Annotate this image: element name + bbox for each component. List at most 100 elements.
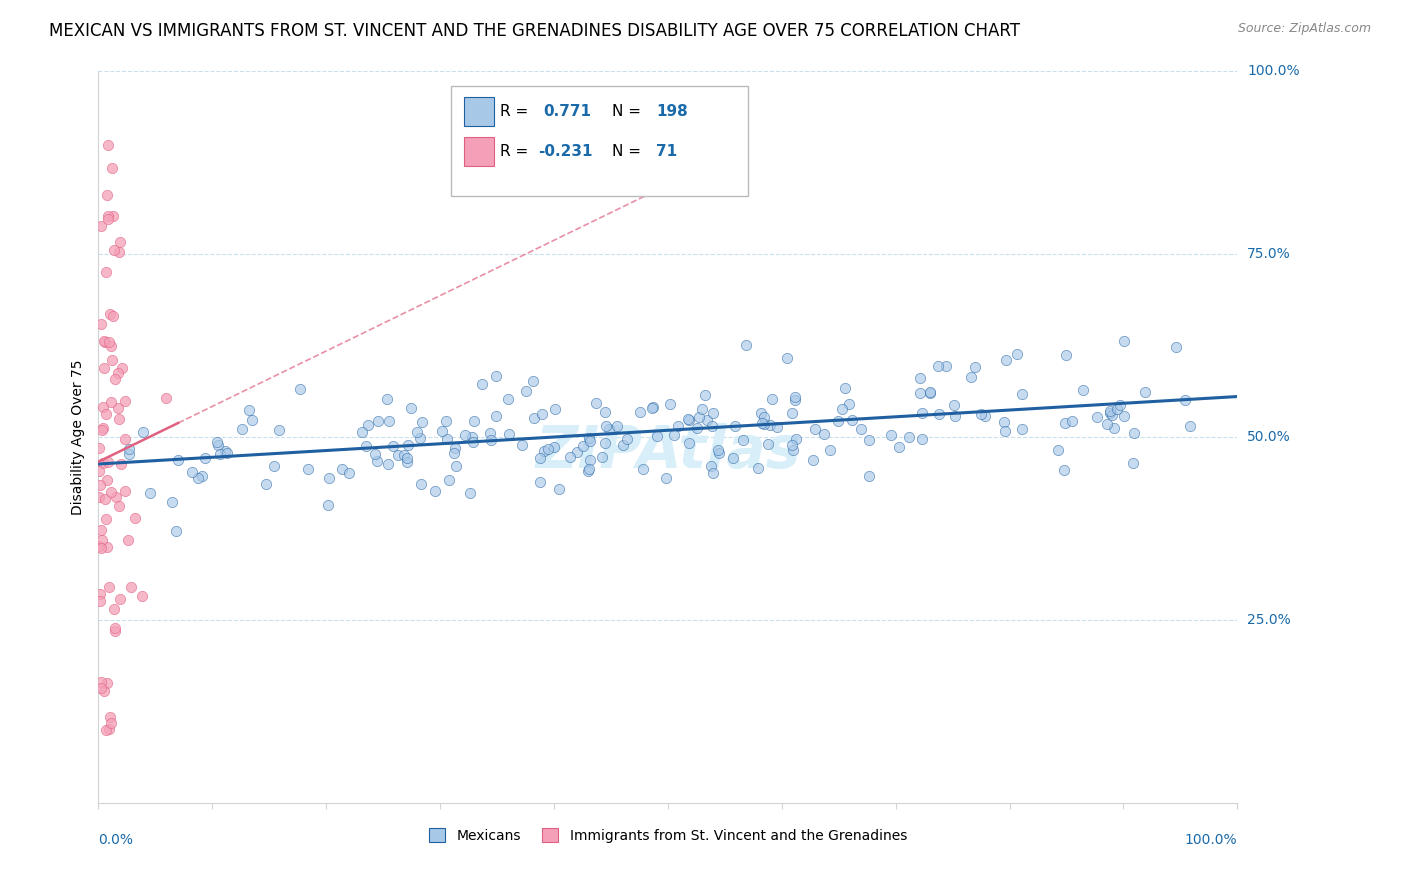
Point	[935, 359, 957, 374]
Point	[90, 675, 112, 690]
Point	[90, 681, 112, 696]
Point	[572, 439, 595, 453]
Point	[578, 431, 600, 445]
Point	[409, 432, 432, 446]
Point	[678, 435, 700, 450]
Point	[97, 212, 120, 227]
Point	[641, 400, 664, 414]
Point	[337, 466, 360, 480]
Point	[1085, 410, 1108, 425]
Point	[423, 484, 446, 499]
Point	[686, 420, 709, 434]
Point	[994, 424, 1017, 438]
Point	[1046, 443, 1069, 458]
Point	[849, 422, 872, 436]
Point	[756, 437, 779, 451]
Point	[215, 446, 238, 460]
Point	[749, 406, 772, 420]
Point	[1099, 406, 1122, 420]
Point	[104, 371, 127, 385]
Point	[485, 368, 508, 383]
Point	[690, 401, 713, 416]
Point	[94, 335, 117, 350]
Point	[463, 414, 485, 428]
Text: N =: N =	[612, 145, 645, 160]
Point	[993, 415, 1015, 429]
Point	[522, 374, 544, 388]
Point	[110, 235, 132, 249]
Point	[1005, 347, 1028, 361]
Point	[838, 397, 860, 411]
Point	[100, 161, 122, 176]
Point	[411, 416, 433, 430]
Point	[804, 422, 827, 436]
Point	[910, 406, 932, 420]
Point	[110, 457, 132, 471]
Point	[533, 444, 555, 458]
Point	[1054, 348, 1077, 362]
Point	[105, 490, 128, 504]
Point	[155, 391, 177, 405]
Point	[595, 418, 617, 433]
Point	[1107, 402, 1129, 417]
Text: 198: 198	[657, 104, 688, 120]
Point	[666, 418, 689, 433]
Point	[591, 450, 613, 464]
Point	[752, 417, 775, 431]
Point	[90, 533, 112, 548]
Point	[354, 439, 377, 453]
Point	[1053, 463, 1076, 477]
Point	[512, 438, 534, 452]
Point	[318, 498, 340, 512]
Point	[579, 434, 602, 448]
Point	[89, 587, 111, 601]
Point	[139, 485, 162, 500]
Point	[191, 468, 214, 483]
Point	[89, 478, 111, 492]
Point	[117, 533, 139, 547]
Point	[367, 414, 389, 428]
Point	[785, 390, 807, 404]
Point	[104, 624, 127, 639]
Point	[1166, 340, 1188, 354]
Point	[101, 209, 124, 223]
Point	[97, 137, 120, 152]
Point	[437, 473, 460, 487]
Point	[91, 456, 114, 470]
Point	[782, 442, 804, 457]
Point	[858, 433, 880, 447]
Point	[100, 485, 122, 500]
Point	[288, 382, 311, 396]
Point	[766, 419, 789, 434]
Point	[165, 524, 187, 538]
Point	[107, 367, 129, 381]
Point	[761, 392, 783, 406]
Text: 71: 71	[657, 145, 678, 160]
Point	[90, 423, 112, 437]
Text: Source: ZipAtlas.com: Source: ZipAtlas.com	[1237, 22, 1371, 36]
Point	[214, 444, 236, 458]
Point	[702, 418, 724, 433]
Point	[735, 338, 758, 352]
Point	[659, 397, 682, 411]
Point	[908, 371, 931, 385]
Point	[813, 427, 835, 442]
Point	[928, 407, 950, 421]
Point	[377, 458, 399, 472]
Point	[598, 422, 620, 436]
Point	[676, 412, 699, 426]
Legend: Mexicans, Immigrants from St. Vincent and the Grenadines: Mexicans, Immigrants from St. Vincent an…	[423, 822, 912, 848]
Point	[702, 466, 724, 480]
Point	[98, 307, 121, 321]
Point	[471, 376, 494, 391]
Point	[231, 422, 253, 436]
Point	[254, 477, 277, 491]
Point	[107, 401, 129, 416]
Point	[364, 447, 387, 461]
Point	[723, 419, 745, 434]
Y-axis label: Disability Age Over 75: Disability Age Over 75	[72, 359, 86, 515]
Point	[1071, 383, 1094, 397]
Point	[1101, 408, 1123, 422]
Point	[114, 393, 136, 408]
Point	[89, 594, 111, 608]
